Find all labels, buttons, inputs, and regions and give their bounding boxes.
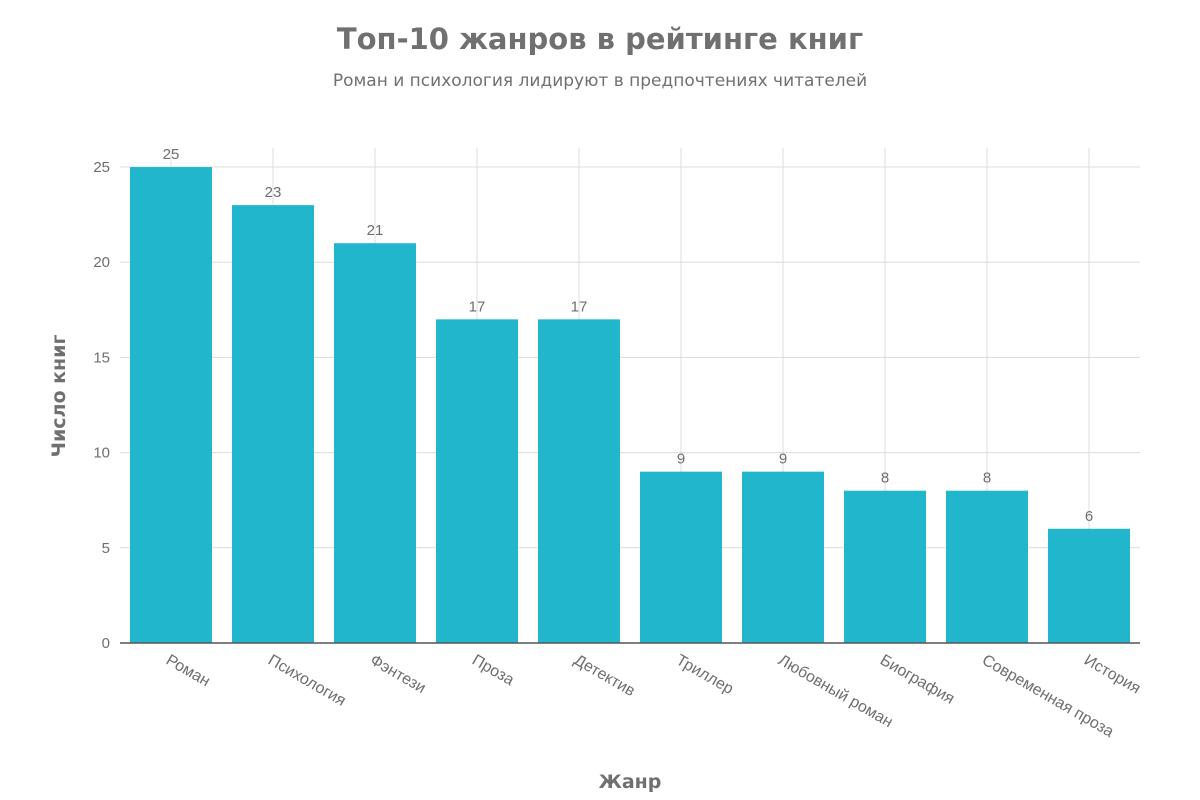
y-tick-label: 20	[93, 254, 110, 271]
y-tick-label: 25	[93, 159, 110, 176]
bar	[946, 490, 1028, 643]
bar-value-label: 25	[163, 146, 180, 163]
x-axis-title: Жанр	[599, 771, 662, 793]
x-tick-label: Фэнтези	[367, 652, 428, 697]
bar-value-label: 17	[469, 298, 486, 315]
bar	[130, 167, 212, 644]
y-tick-label: 0	[102, 635, 110, 652]
bar-value-label: 17	[571, 298, 588, 315]
y-tick-label: 10	[93, 445, 110, 462]
bar	[232, 205, 314, 643]
x-tick-label: Проза	[469, 652, 517, 689]
bar	[334, 243, 416, 643]
chart-title: Топ-10 жанров в рейтинге книг	[336, 22, 864, 56]
bar-value-label: 8	[983, 470, 991, 487]
bar-value-label: 23	[265, 184, 282, 201]
x-tick-label: Любовный роман	[775, 652, 895, 731]
bar	[1048, 528, 1130, 643]
bar	[742, 471, 824, 643]
bar-value-label: 21	[367, 222, 384, 239]
bar-value-label: 8	[881, 470, 889, 487]
bar	[538, 319, 620, 643]
bar-value-label: 6	[1085, 508, 1093, 525]
x-tick-label: Биография	[877, 652, 957, 708]
bar-value-label: 9	[779, 451, 787, 468]
chart-subtitle: Роман и психология лидируют в предпочтен…	[332, 71, 868, 91]
x-tick-label: История	[1081, 652, 1143, 698]
x-tick-label: Роман	[163, 652, 213, 691]
x-tick-label: Психология	[265, 652, 349, 710]
bar	[640, 471, 722, 643]
y-axis-title: Число книг	[48, 335, 70, 458]
data-labels: 25 23 21 17 17 9 9 8 8 6	[163, 146, 1094, 525]
bar	[436, 319, 518, 643]
x-tick-label: Детектив	[571, 652, 638, 700]
y-tick-label: 15	[93, 349, 110, 366]
bar	[844, 490, 926, 643]
bars	[130, 167, 1130, 644]
bar-value-label: 9	[677, 451, 685, 468]
x-tick-label: Триллер	[673, 652, 736, 698]
y-tick-label: 5	[102, 540, 110, 557]
